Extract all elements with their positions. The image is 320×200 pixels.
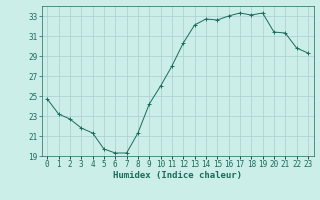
X-axis label: Humidex (Indice chaleur): Humidex (Indice chaleur) — [113, 171, 242, 180]
